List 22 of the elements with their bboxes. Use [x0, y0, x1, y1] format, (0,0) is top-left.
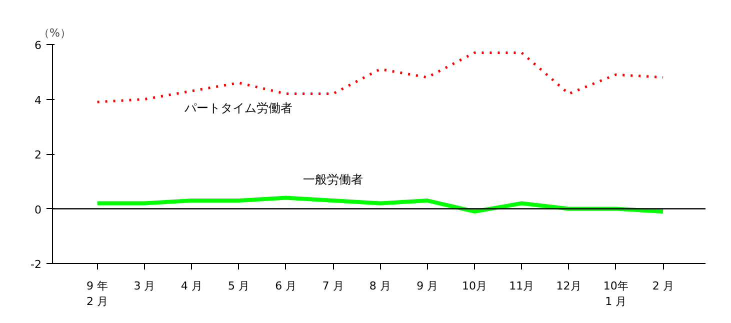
y-tick-label: -2 [30, 258, 42, 271]
x-tick-label: 8 月 [369, 280, 391, 292]
x-tick-label: 3 月 [134, 280, 156, 292]
x-tick-label: 12月 [556, 280, 582, 292]
x-tick-label: 7 月 [322, 280, 344, 292]
x-tick-label: 5 月 [228, 280, 250, 292]
x-tick-label: 9 年 2 月 [86, 280, 108, 308]
x-tick-label: 10年 1 月 [603, 280, 628, 308]
x-tick-label: 10月 [462, 280, 487, 292]
x-tick-label: 2 月 [652, 280, 674, 292]
x-tick-label: 6 月 [275, 280, 297, 292]
y-tick-label: 0 [34, 203, 42, 216]
y-tick-label: 6 [34, 39, 42, 52]
series-label: 一般労働者 [303, 172, 364, 187]
series-label: パートタイム労働者 [184, 100, 293, 115]
line-series [96, 51, 664, 104]
y-tick-label: 4 [34, 94, 42, 107]
y-axis-title: （%） [38, 26, 71, 40]
x-tick-label: 4 月 [180, 280, 202, 292]
x-tick-label: 9 月 [416, 280, 438, 292]
x-tick-label: 11月 [509, 280, 534, 292]
y-tick-label: 2 [34, 148, 42, 162]
